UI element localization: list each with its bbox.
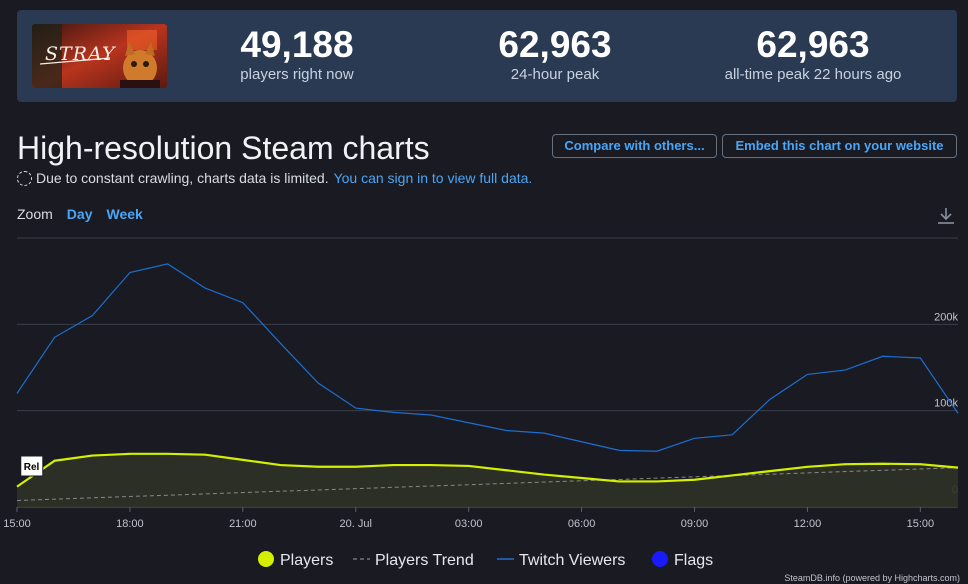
compare-button[interactable]: Compare with others... xyxy=(552,134,717,158)
stat-label: players right now xyxy=(240,66,354,83)
stat-value: 62,963 xyxy=(756,24,870,65)
x-tick-label: 21:00 xyxy=(229,518,257,530)
stat-players-now: 49,188 players right now xyxy=(177,24,417,84)
flags-layer: Rel xyxy=(20,455,44,477)
legend-symbol xyxy=(652,551,668,567)
download-icon[interactable] xyxy=(936,206,956,226)
legend-label: Players Trend xyxy=(375,552,474,569)
legend-item-trend[interactable]: Players Trend xyxy=(353,552,474,569)
x-axis-ticks: 15:00 18:00 21:00 20. Jul 03:00 06:00 09:00 12:… xyxy=(3,507,934,530)
stat-all-time-peak: 62,963 all-time peak 22 hours ago xyxy=(693,24,933,84)
chart-legend: Players Players Trend Twitch Viewers Flags xyxy=(258,551,713,569)
stat-24h-peak: 62,963 24-hour peak xyxy=(435,24,675,84)
stat-value: 49,188 xyxy=(240,24,354,65)
legend-item-players[interactable]: Players xyxy=(258,551,333,569)
players-area xyxy=(17,453,958,507)
game-header-image[interactable]: STRAY xyxy=(32,24,167,88)
stat-label: 24-hour peak xyxy=(510,66,600,83)
sign-in-link[interactable]: You can sign in to view full data. xyxy=(333,170,533,186)
zoom-label: Zoom xyxy=(17,206,53,222)
zoom-day-button[interactable]: Day xyxy=(66,206,93,222)
stats-bar: STRAY 49,188 players right now 62,963 24… xyxy=(17,10,957,102)
page-title: High-resolution Steam charts xyxy=(17,130,430,166)
game-art-svg: STRAY xyxy=(32,24,167,88)
x-tick-label: 03:00 xyxy=(455,518,483,530)
series-line-trend xyxy=(16,467,959,501)
x-tick-label: 15:00 xyxy=(907,518,935,530)
x-tick-label: 15:00 xyxy=(3,518,31,530)
legend-item-twitch[interactable]: Twitch Viewers xyxy=(497,552,625,569)
x-tick-label: 12:00 xyxy=(794,518,822,530)
stat-label: all-time peak 22 hours ago xyxy=(724,66,902,83)
loading-spinner-icon xyxy=(17,170,32,186)
series-line-players xyxy=(16,452,959,488)
y-axis-ticks: 0100k200k xyxy=(934,311,958,496)
zoom-week-button[interactable]: Week xyxy=(106,206,143,222)
x-tick-label: 09:00 xyxy=(681,518,709,530)
flag-box xyxy=(20,455,44,477)
stat-value: 62,963 xyxy=(498,24,612,65)
y-tick-label: 200k xyxy=(934,311,958,323)
legend-item-flags[interactable]: Flags xyxy=(652,551,713,569)
x-tick-label: 20. Jul xyxy=(340,518,372,530)
series-line-twitch xyxy=(16,263,959,452)
chart-credit: SteamDB.info (powered by Highcharts.com) xyxy=(784,573,960,583)
flag-marker[interactable]: Rel xyxy=(20,455,44,477)
flag-label: Rel xyxy=(24,462,40,473)
legend-label: Twitch Viewers xyxy=(519,552,625,569)
legend-symbol xyxy=(258,551,274,567)
data-limited-notice: Due to constant crawling, charts data is… xyxy=(17,170,532,186)
series-lines xyxy=(16,263,959,501)
legend-label: Players xyxy=(280,552,333,569)
game-logo-text: STRAY xyxy=(45,43,117,65)
x-tick-label: 06:00 xyxy=(568,518,596,530)
embed-chart-button[interactable]: Embed this chart on your website xyxy=(722,134,957,158)
players-area-fill xyxy=(17,453,958,507)
legend-label: Flags xyxy=(674,552,713,569)
zoom-controls: Zoom Day Week xyxy=(17,206,143,222)
x-tick-label: 18:00 xyxy=(116,518,144,530)
notice-text: Due to constant crawling, charts data is… xyxy=(36,170,329,186)
y-tick-label: 100k xyxy=(934,398,958,410)
